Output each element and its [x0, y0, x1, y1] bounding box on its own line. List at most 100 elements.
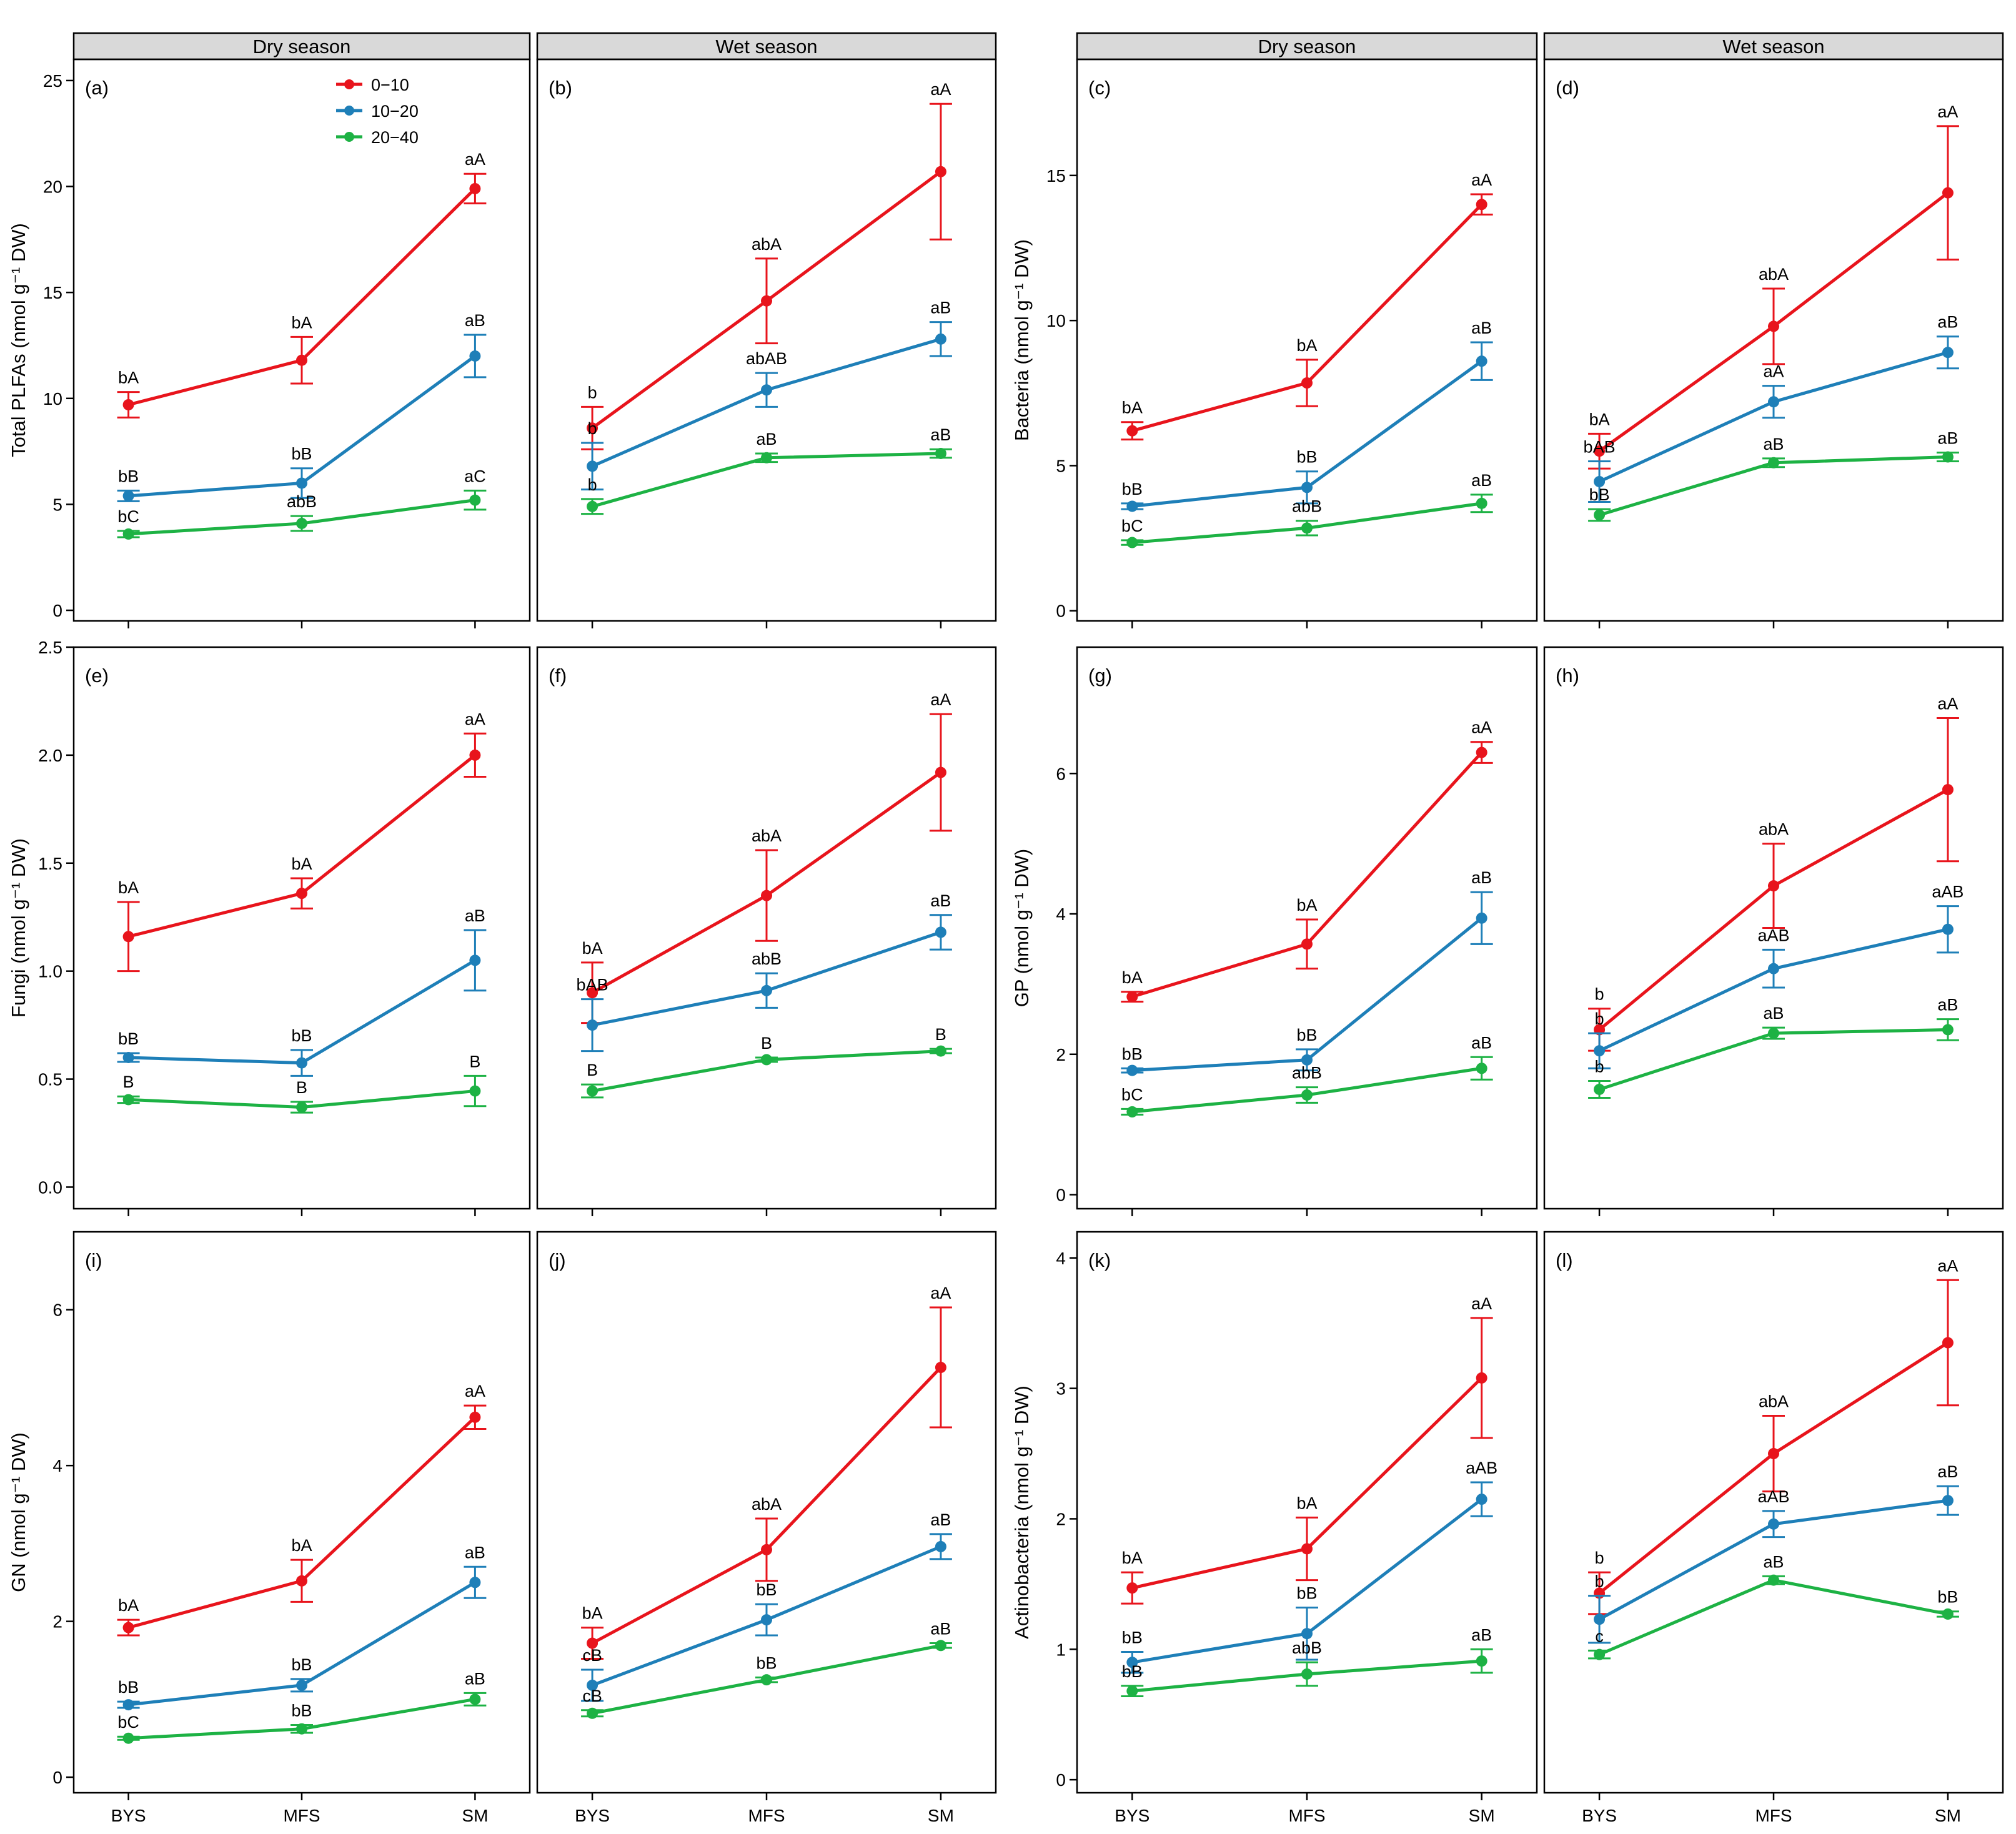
- significance-label: B: [296, 1078, 307, 1097]
- significance-label: abB: [1292, 497, 1322, 516]
- series-s2: bB abB aB: [1121, 1625, 1493, 1697]
- significance-label: bC: [1121, 517, 1143, 535]
- legend-swatch-point: [344, 106, 354, 116]
- significance-label: bB: [1122, 1662, 1143, 1681]
- data-point: [469, 749, 481, 761]
- significance-label: aB: [465, 1543, 485, 1562]
- significance-label: bB: [1122, 1044, 1143, 1063]
- data-point: [1301, 1054, 1313, 1066]
- data-point: [761, 1674, 772, 1686]
- legend-item: 10−20: [336, 102, 419, 121]
- significance-label: aB: [930, 299, 951, 317]
- y-tick-label: 0: [52, 1768, 62, 1787]
- data-point: [1476, 746, 1487, 758]
- series-s0: bA bA aA: [117, 150, 487, 419]
- significance-label: bAB: [577, 976, 608, 994]
- series-s2: bB aB aB: [1588, 429, 1959, 522]
- data-point: [469, 1411, 481, 1423]
- significance-label: B: [761, 1034, 772, 1053]
- significance-label: bB: [1296, 448, 1317, 467]
- x-tick-label: SM: [462, 1806, 488, 1825]
- data-point: [1768, 1028, 1779, 1039]
- significance-label: aB: [1763, 1004, 1784, 1023]
- panel-tag: (d): [1556, 77, 1579, 99]
- legend-swatch-point: [344, 132, 354, 142]
- data-point: [1942, 451, 1954, 463]
- significance-label: aC: [464, 467, 486, 485]
- significance-label: aAB: [1932, 883, 1964, 901]
- series-s2: cB bB aB: [581, 1620, 952, 1719]
- series-s0: bA bA aA: [117, 1382, 487, 1637]
- y-axis-label: Fungi (nmol g⁻¹ DW): [7, 838, 29, 1018]
- data-point: [1476, 1372, 1487, 1384]
- significance-label: bB: [118, 1678, 139, 1697]
- y-tick-label: 10: [1046, 311, 1066, 330]
- significance-label: bA: [1296, 1494, 1317, 1512]
- panel-c: Dry season 0 5 10 15 Bacteria (nmol g⁻¹ DW) (c…: [1011, 32, 1538, 628]
- significance-label: aB: [1471, 868, 1492, 887]
- y-tick-label: 4: [52, 1456, 62, 1475]
- y-tick-label: 0: [1056, 1770, 1066, 1790]
- panel-h: (h) b abA aA b aAB aAB b aB aB: [1543, 646, 2004, 1216]
- x-tick-label: BYS: [111, 1806, 146, 1825]
- panel-l: BYS MFS SM (l) b abA aA b aAB aB c aB bB: [1543, 1231, 2004, 1825]
- data-point: [1301, 377, 1313, 389]
- data-point: [1301, 938, 1313, 950]
- significance-label: aB: [930, 891, 951, 910]
- significance-label: aA: [465, 150, 485, 169]
- significance-label: aA: [1471, 1294, 1492, 1313]
- data-point: [469, 1085, 481, 1097]
- y-tick-label: 0: [1056, 1186, 1066, 1205]
- significance-label: aB: [1937, 313, 1958, 332]
- data-point: [122, 1622, 134, 1633]
- significance-label: bA: [1296, 336, 1317, 355]
- data-point: [1768, 457, 1779, 468]
- significance-label: bA: [1122, 1549, 1143, 1567]
- data-point: [1126, 991, 1138, 1003]
- data-point: [1768, 963, 1779, 974]
- significance-label: aA: [930, 80, 951, 99]
- panel-tag: (h): [1556, 665, 1579, 687]
- significance-label: aA: [465, 710, 485, 728]
- data-point: [122, 490, 134, 502]
- x-tick-label: MFS: [283, 1806, 320, 1825]
- series-s1: bB bB aB: [117, 1543, 487, 1711]
- data-point: [587, 1637, 598, 1649]
- series-s1: bB bB aB: [1121, 868, 1493, 1076]
- y-tick-label: 4: [1056, 905, 1066, 924]
- data-point: [935, 1640, 946, 1652]
- panel-d: Wet season (d) bA abA aA bAB aA aB bB aB aB: [1543, 32, 2004, 628]
- data-point: [1126, 537, 1138, 548]
- data-point: [935, 766, 946, 778]
- significance-label: c: [1595, 1627, 1604, 1645]
- significance-label: B: [587, 1061, 598, 1079]
- data-point: [1126, 1657, 1138, 1668]
- panel-k: 0 1 2 3 4 Actinobacteria (nmol g⁻¹ DW) BYS MFS S…: [1011, 1231, 1538, 1825]
- data-point: [1942, 1608, 1954, 1620]
- series-s2: bC abB aB: [1121, 1033, 1493, 1118]
- significance-label: b: [588, 475, 597, 494]
- significance-label: abA: [752, 235, 782, 254]
- data-point: [935, 166, 946, 177]
- data-point: [296, 477, 307, 489]
- legend-label: 10−20: [371, 102, 419, 121]
- significance-label: bB: [1296, 1584, 1317, 1602]
- y-axis-label: Actinobacteria (nmol g⁻¹ DW): [1011, 1385, 1033, 1639]
- legend-label: 0−10: [371, 76, 409, 94]
- data-point: [122, 399, 134, 410]
- significance-label: bB: [291, 1701, 312, 1720]
- significance-label: b: [588, 383, 597, 402]
- data-point: [296, 888, 307, 900]
- series-s2: bC bB aB: [117, 1669, 487, 1744]
- data-point: [122, 1094, 134, 1106]
- significance-label: b: [1595, 1057, 1604, 1076]
- series-s1: bAB aA aB: [1584, 313, 1959, 503]
- data-point: [761, 984, 772, 996]
- x-tick-label: MFS: [748, 1806, 785, 1825]
- data-point: [587, 500, 598, 512]
- strip-label: Dry season: [253, 36, 351, 57]
- series-s0: bA abA aA: [581, 1284, 952, 1660]
- data-point: [1942, 187, 1954, 199]
- significance-label: aB: [1471, 471, 1492, 490]
